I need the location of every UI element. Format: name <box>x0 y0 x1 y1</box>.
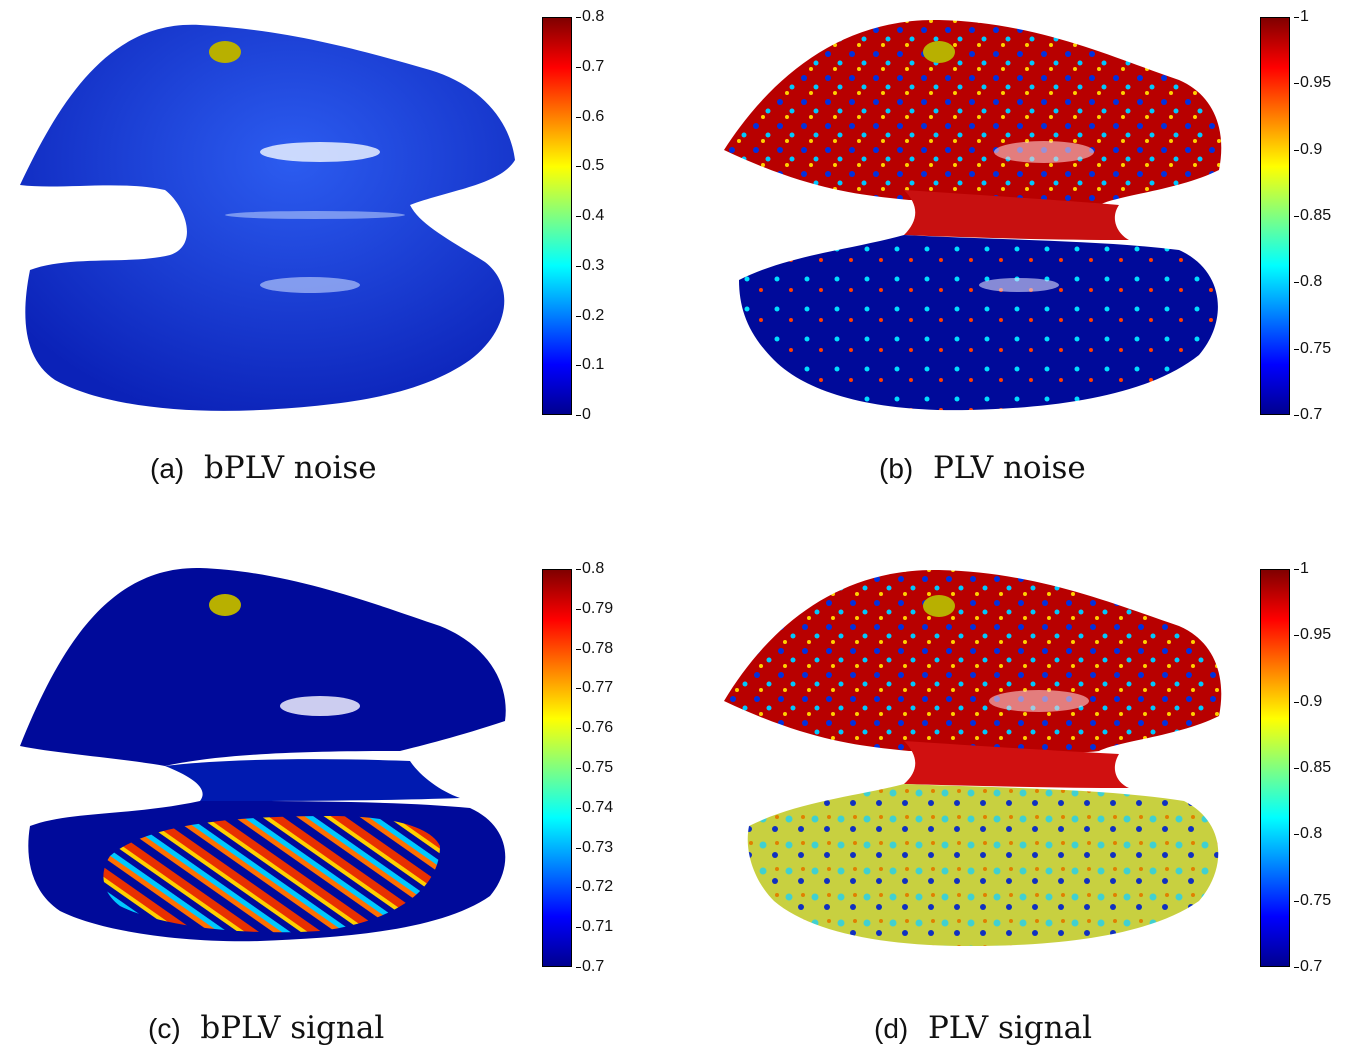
colorbar-tick-label: 0.2 <box>575 306 605 324</box>
caption-d: (d) PLV signal <box>874 1010 1092 1046</box>
colorbar-tick-label: 0.6 <box>575 107 605 125</box>
caption-b: (b) PLV noise <box>879 450 1086 486</box>
brain-upper-lobe-c <box>20 567 506 766</box>
brain-lower-lobe-b <box>739 235 1218 411</box>
colorbar-tick-label: 0.4 <box>575 207 605 224</box>
colorbar-d <box>1260 569 1290 967</box>
seed-marker-c <box>209 594 241 616</box>
colorbar-tick-label: 0.73 <box>575 838 614 856</box>
caption-c: (c) bPLV signal <box>148 1010 385 1046</box>
colorbar-tick-label: 0.8 <box>575 560 605 577</box>
brain-neck-d <box>904 741 1129 788</box>
seed-marker-b <box>923 41 955 63</box>
colorbar-tick-label: 0.75 <box>1293 891 1332 909</box>
colorbar-tick-label: 0.85 <box>1293 759 1332 776</box>
surface-plot-a <box>20 24 515 411</box>
panel-a: 0.8 0.7 0.6 0.5 0.4 0.3 0.2 0.1 0 (a) bPLV noise <box>0 0 679 526</box>
colorbar-tick-label: 0.72 <box>575 878 614 896</box>
colorbar-b <box>1260 17 1290 415</box>
panel-b: 1 0.95 0.9 0.85 0.8 0.75 0.7 (b) PLV noise <box>679 0 1358 526</box>
signal-region-c <box>103 816 440 933</box>
colorbar-tick-label: 0.95 <box>1293 74 1332 92</box>
colorbar-tick-label: 0.76 <box>575 719 614 737</box>
seed-marker-a <box>209 41 241 63</box>
seed-marker-d <box>923 595 955 617</box>
panel-d: 1 0.95 0.9 0.85 0.8 0.75 0.7 (d) PLV signal <box>679 526 1358 1052</box>
colorbar-tick-label: 0.74 <box>575 798 614 816</box>
colorbar-tick-label: 0.3 <box>575 256 605 274</box>
panel-c: 0.8 0.79 0.78 0.77 0.76 0.75 0.74 0.73 0.72 0.71 0… <box>0 526 679 1052</box>
colorbar-tick-label: 0.8 <box>1293 825 1323 843</box>
colorbar-tick-label: 0.78 <box>575 639 614 657</box>
colorbar-tick-label: 1 <box>1294 560 1309 577</box>
colorbar-tick-label: 0.8 <box>575 8 605 25</box>
colorbar-tick-label: 0.7 <box>575 958 605 975</box>
colorbar-c <box>542 569 572 967</box>
colorbar-tick-label: 0 <box>576 406 591 423</box>
colorbar-tick-label: 0.7 <box>1293 406 1323 423</box>
colorbar-tick-label: 0.71 <box>575 918 614 936</box>
caption-a: (a) bPLV noise <box>150 450 377 486</box>
colorbar-tick-label: 0.95 <box>1293 626 1332 644</box>
surface-plot-c <box>20 567 506 942</box>
colorbar-tick-label: 0.77 <box>575 679 614 697</box>
colorbar-tick-label: 1 <box>1294 8 1309 25</box>
colorbar-tick-label: 0.8 <box>1293 273 1323 291</box>
surface-plot-b <box>724 19 1222 411</box>
brain-neck-b <box>904 190 1129 240</box>
brain-upper-lobe-b <box>724 19 1222 207</box>
colorbar-tick-label: 0.5 <box>575 157 605 175</box>
colorbar-tick-label: 0.79 <box>575 599 614 617</box>
colorbar-tick-label: 0.9 <box>1293 140 1323 158</box>
colorbar-tick-label: 0.75 <box>1293 339 1332 357</box>
colorbar-tick-label: 0.1 <box>575 356 605 374</box>
brain-upper-lobe-d <box>724 569 1222 754</box>
colorbar-a <box>542 17 572 415</box>
colorbar-tick-label: 0.9 <box>1293 692 1323 710</box>
colorbar-tick-label: 0.7 <box>575 57 605 75</box>
colorbar-tick-label: 0.75 <box>575 759 614 776</box>
brain-lower-lobe-d <box>747 784 1219 946</box>
colorbar-tick-label: 0.85 <box>1293 207 1332 224</box>
colorbar-tick-label: 0.7 <box>1293 958 1323 975</box>
brain-neck-c <box>165 759 460 801</box>
surface-plot-d <box>724 569 1222 946</box>
